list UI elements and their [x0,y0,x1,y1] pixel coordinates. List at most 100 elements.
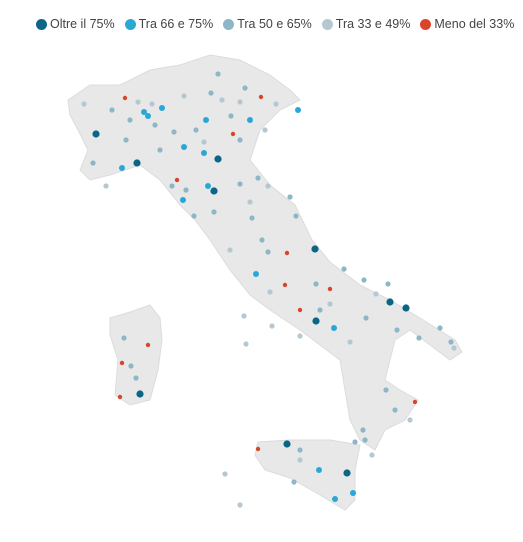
legend: Oltre il 75% Tra 66 e 75% Tra 50 e 65% Tra … [36,17,514,31]
city-dot [180,197,186,203]
city-dot [265,183,271,189]
city-dot [273,101,279,107]
city-dot [174,177,180,183]
legend-label: Tra 66 e 75% [138,17,214,31]
city-dot [121,335,127,341]
city-dot [191,213,197,219]
city-dot [412,399,418,405]
city-dot [90,160,96,166]
city-dot [317,307,323,313]
city-dot [332,496,338,502]
city-dot [237,181,243,187]
city-dot [135,99,141,105]
city-dot [203,117,209,123]
city-dot [81,101,87,107]
city-dot [362,437,368,443]
city-dot [243,341,249,347]
city-dot [394,327,400,333]
city-dot [210,187,218,195]
legend-swatch [321,18,333,30]
city-dot [103,183,109,189]
city-dot [383,387,389,393]
city-dot [122,95,128,101]
city-dot [352,439,358,445]
city-dot [92,130,100,138]
city-dot [284,250,290,256]
city-dot [262,127,268,133]
city-dot [149,101,155,107]
city-dot [237,99,243,105]
city-dot [205,183,211,189]
city-dot [437,325,443,331]
city-dot [193,127,199,133]
city-dot [136,390,144,398]
city-dot [247,117,253,123]
city-dot [347,339,353,345]
city-dot [237,137,243,143]
sicily [254,439,361,511]
city-dot [237,502,243,508]
city-dot [181,93,187,99]
city-dot [360,427,366,433]
city-dot [133,159,141,167]
dots [81,71,457,508]
city-dot [283,440,291,448]
city-dot [258,94,264,100]
city-dot [208,90,214,96]
legend-item: Meno del 33% [420,17,514,31]
city-dot [133,375,139,381]
legend-swatch [36,18,47,30]
city-dot [249,215,255,221]
city-dot [297,333,303,339]
city-dot [171,129,177,135]
city-dot [169,183,175,189]
legend-item: Tra 66 e 75% [124,17,214,31]
city-dot [241,313,247,319]
legend-item: Oltre il 75% [36,17,115,31]
city-dot [287,194,293,200]
city-dot [312,317,320,325]
city-dot [145,342,151,348]
legend-swatch [420,18,432,30]
legend-item: Tra 33 e 49% [321,17,410,31]
sardinia [109,304,163,406]
city-dot [451,345,457,351]
city-dot [297,307,303,313]
city-dot [363,315,369,321]
city-dot [267,289,273,295]
city-dot [157,147,163,153]
city-dot [201,139,207,145]
city-dot [242,85,248,91]
city-dot [341,266,347,272]
city-dot [361,277,367,283]
city-dot [269,323,275,329]
city-dot [227,247,233,253]
city-dot [255,175,261,181]
mainland [67,54,463,451]
legend-swatch [223,18,235,30]
city-dot [123,137,129,143]
city-dot [214,155,222,163]
city-dot [331,325,337,331]
city-dot [215,71,221,77]
city-dot [109,107,115,113]
city-dot [201,150,207,156]
city-dot [152,122,158,128]
city-dot [282,282,288,288]
city-dot [128,363,134,369]
city-dot [211,209,217,215]
city-dot [407,417,413,423]
city-dot [316,467,322,473]
city-dot [350,490,356,496]
city-dot [295,107,301,113]
city-dot [386,298,394,306]
legend-label: Oltre il 75% [50,17,115,31]
city-dot [145,113,151,119]
land [67,54,463,511]
city-dot [385,281,391,287]
city-dot [293,213,299,219]
city-dot [230,131,236,137]
city-dot [265,249,271,255]
